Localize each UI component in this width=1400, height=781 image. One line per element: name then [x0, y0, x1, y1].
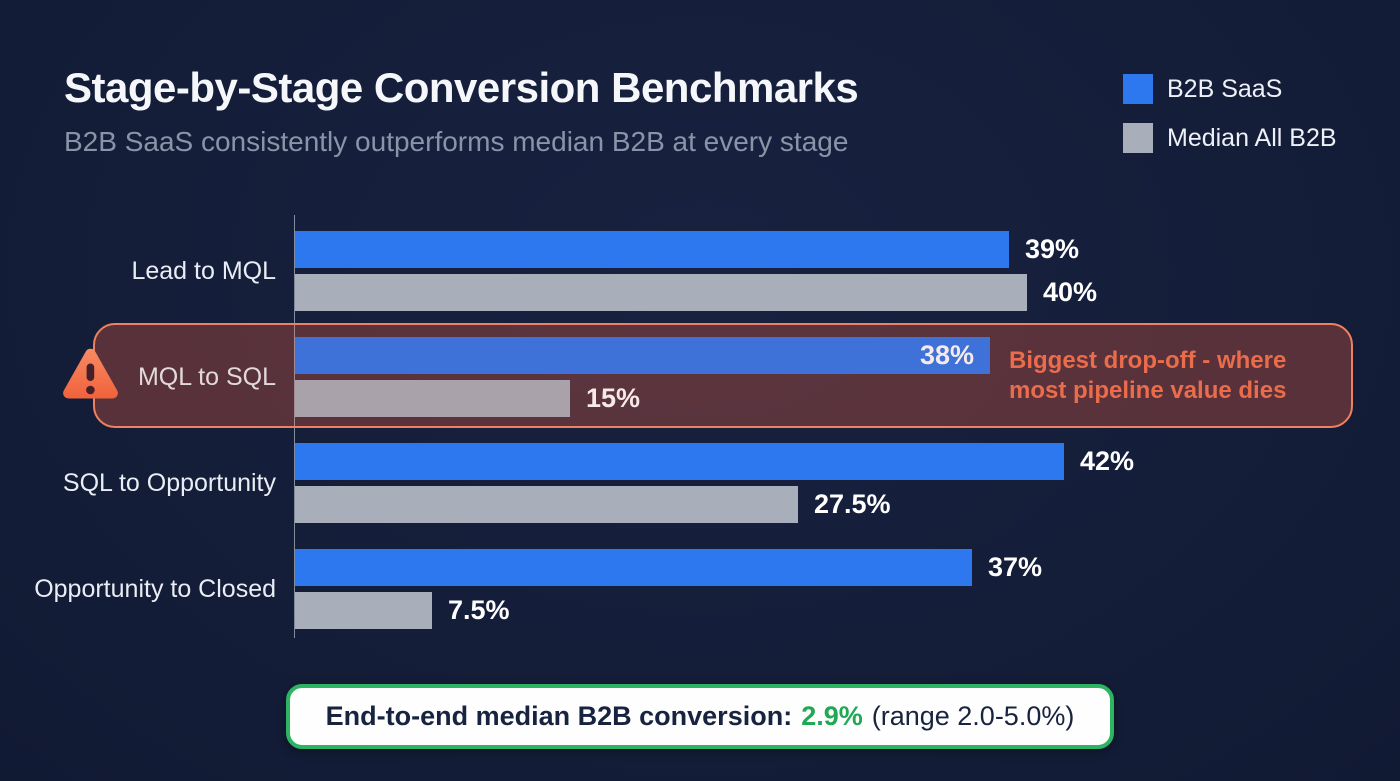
- footer-range: (range 2.0-5.0%): [871, 701, 1075, 731]
- chart-row-2: MQL to SQL 38% 15%: [0, 337, 1400, 417]
- bar-b2b-saas-1: 39%: [295, 231, 1079, 268]
- legend-label: B2B SaaS: [1167, 74, 1283, 103]
- legend: B2B SaaS Median All B2B: [1123, 74, 1337, 172]
- bar-median-4: 7.5%: [295, 592, 510, 629]
- legend-item-b2b-saas: B2B SaaS: [1123, 74, 1337, 104]
- category-label: Lead to MQL: [131, 257, 276, 285]
- legend-swatch-b2b-saas: [1123, 74, 1153, 104]
- bar-b2b-saas-3: 42%: [295, 443, 1134, 480]
- bar-value-label: 42%: [1080, 446, 1135, 476]
- bar-median-1: 40%: [295, 274, 1097, 311]
- chart-row-4: Opportunity to Closed 37% 7.5%: [0, 549, 1400, 629]
- footer-banner: End-to-end median B2B conversion: 2.9% (…: [285, 684, 1115, 749]
- warning-triangle-icon: [58, 344, 122, 409]
- footer-value: 2.9%: [801, 701, 863, 731]
- bar-value-label: 7.5%: [448, 595, 510, 625]
- chart-row-3: SQL to Opportunity 42% 27.5%: [0, 443, 1400, 523]
- chart-row-1: Lead to MQL 39% 40%: [0, 231, 1400, 311]
- footer-text: End-to-end median B2B conversion:: [325, 701, 793, 731]
- page-title: Stage-by-Stage Conversion Benchmarks: [64, 64, 859, 111]
- bar-median-2: 15%: [295, 380, 640, 417]
- bar-b2b-saas-2: 38%: [295, 337, 990, 374]
- bar-value-label: 27.5%: [814, 489, 891, 519]
- bar-median-3: 27.5%: [295, 486, 891, 523]
- bar-value-label: 37%: [988, 552, 1043, 582]
- legend-swatch-median-all-b2b: [1123, 123, 1153, 153]
- legend-label: Median All B2B: [1167, 123, 1337, 152]
- bar-value-label: 40%: [1043, 277, 1098, 307]
- page-subtitle: B2B SaaS consistently outperforms median…: [64, 126, 849, 157]
- bar-value-label: 15%: [586, 383, 641, 413]
- footer-banner-container: End-to-end median B2B conversion: 2.9% (…: [0, 684, 1400, 749]
- bar-value-label: 38%: [919, 340, 974, 370]
- category-label: Opportunity to Closed: [34, 575, 276, 603]
- category-label: MQL to SQL: [137, 363, 276, 391]
- bar-value-label: 39%: [1025, 234, 1080, 264]
- category-label: SQL to Opportunity: [62, 469, 276, 497]
- bar-b2b-saas-4: 37%: [295, 549, 1042, 586]
- legend-item-median-all-b2b: Median All B2B: [1123, 123, 1337, 153]
